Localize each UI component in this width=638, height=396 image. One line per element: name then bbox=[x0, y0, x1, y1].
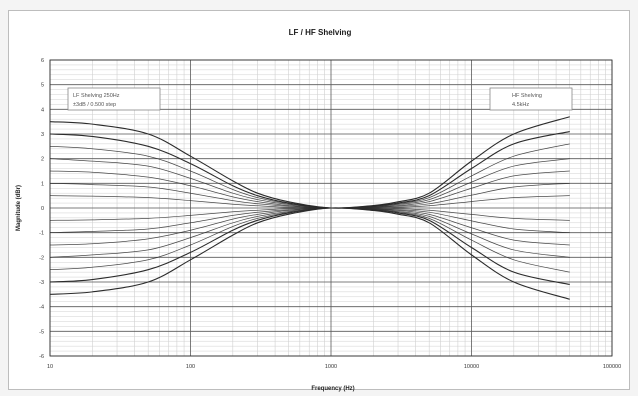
x-tick-label: 1000 bbox=[325, 364, 337, 370]
series-line-7 bbox=[49, 207, 570, 221]
y-tick-label: -2 bbox=[39, 255, 44, 261]
y-tick-label: 1 bbox=[41, 181, 44, 187]
series-line-12 bbox=[49, 207, 570, 286]
y-tick-label: 3 bbox=[41, 132, 44, 138]
y-tick-label: 2 bbox=[41, 157, 44, 163]
annotation-lf-line2: ±3dB / 0.500 step bbox=[73, 102, 116, 108]
series-line-13 bbox=[49, 207, 570, 300]
annotation-lf-line1: LF Shelving 250Hz bbox=[73, 93, 120, 99]
series-line-5 bbox=[49, 182, 570, 209]
x-tick-label: 10 bbox=[47, 364, 53, 370]
y-tick-label: -6 bbox=[39, 354, 44, 360]
x-tick-label: 10000 bbox=[464, 364, 479, 370]
curves bbox=[49, 116, 570, 300]
series-line-9 bbox=[49, 207, 570, 246]
x-tick-label: 100000 bbox=[603, 364, 621, 370]
annotation-hf-line2: 4.5kHz bbox=[512, 102, 529, 108]
y-axis-label: Magnitude (dBr) bbox=[16, 185, 22, 231]
annotation-lf-shelving: LF Shelving 250Hz ±3dB / 0.500 step bbox=[67, 87, 161, 111]
y-tick-label: -5 bbox=[39, 329, 44, 335]
annotation-hf-line1: HF Shelving bbox=[512, 93, 542, 99]
y-tick-label: -3 bbox=[39, 280, 44, 286]
series-line-6 bbox=[49, 195, 570, 209]
y-tick-label: -1 bbox=[39, 231, 44, 237]
y-tick-label: 0 bbox=[41, 206, 44, 212]
x-tick-label: 100 bbox=[186, 364, 195, 370]
plot-border bbox=[49, 59, 613, 357]
chart-title: LF / HF Shelving bbox=[289, 28, 352, 37]
y-tick-label: 6 bbox=[41, 58, 44, 64]
x-axis-label: Frequency (Hz) bbox=[311, 386, 354, 392]
y-tick-label: -4 bbox=[39, 305, 44, 311]
y-tick-label: 4 bbox=[41, 107, 44, 113]
annotation-hf-shelving: HF Shelving 4.5kHz bbox=[489, 87, 573, 111]
series-line-3 bbox=[49, 158, 570, 209]
y-tick-label: 5 bbox=[41, 83, 44, 89]
